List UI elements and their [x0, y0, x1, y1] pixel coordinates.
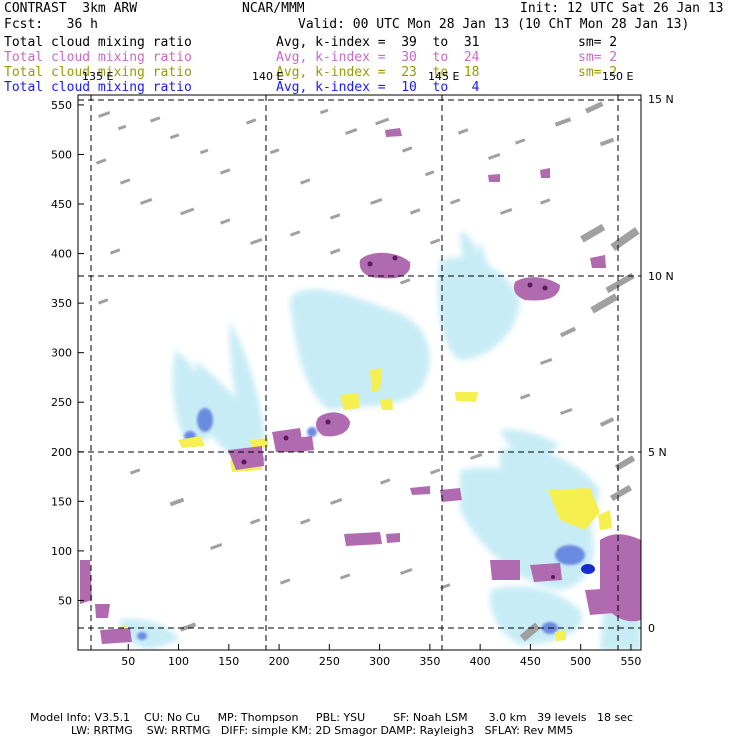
y-axis-ticks: 550 500 450 400 350 300 250 200 150 100 50: [51, 99, 84, 607]
x-tick-label: 500: [570, 655, 591, 668]
valid-time: Valid: 00 UTC Mon 28 Jan 13 (10 ChT Mon …: [298, 17, 690, 32]
lat-lon-grid: [78, 95, 641, 650]
purple-cloud-layer: [80, 128, 641, 644]
lon-label-135: 135 E: [82, 70, 113, 83]
dark-purple-spots: [241, 255, 555, 579]
y-tick-label: 300: [51, 347, 72, 360]
y-tick-label: 100: [51, 545, 72, 558]
x-tick-label: 100: [168, 655, 189, 668]
y-tick-label: 450: [51, 198, 72, 211]
init-time: Init: 12 UTC Sat 26 Jan 13: [520, 1, 724, 16]
model-info-line1: Model Info: V3.5.1 CU: No Cu MP: Thompso…: [30, 711, 634, 724]
field-avg-3: Avg, k-index = 23 to 18: [276, 65, 480, 80]
x-tick-label: 300: [369, 655, 390, 668]
lon-label-145: 145 E: [428, 70, 459, 83]
y-tick-label: 500: [51, 148, 72, 161]
field-avg-4: Avg, k-index = 10 to 4: [276, 80, 480, 95]
x-tick-label: 250: [319, 655, 340, 668]
field-label-1: Total cloud mixing ratio: [4, 35, 192, 50]
yellow-cloud-layer: [120, 368, 612, 641]
x-axis-ticks: 50 100 150 200 250 300 350 400 450 500 550: [121, 644, 641, 668]
lightblue-cloud-layer: [119, 230, 641, 650]
field-sm-3: sm= 2: [578, 65, 618, 80]
field-label-2: Total cloud mixing ratio: [4, 50, 192, 65]
y-tick-label: 550: [51, 99, 72, 112]
y-tick-label: 150: [51, 495, 72, 508]
lat-label-0: 0: [648, 622, 655, 635]
x-tick-label: 200: [269, 655, 290, 668]
x-tick-label: 350: [419, 655, 440, 668]
x-tick-label: 400: [470, 655, 491, 668]
y-tick-label: 250: [51, 396, 72, 409]
field-sm-1: sm= 2: [578, 35, 618, 50]
field-avg-2: Avg, k-index = 30 to 24: [276, 50, 480, 65]
org-label: NCAR/MMM: [242, 1, 305, 16]
field-label-4: Total cloud mixing ratio: [4, 80, 192, 95]
forecast-hour: Fcst: 36 h: [4, 17, 98, 32]
x-tick-label: 550: [620, 655, 641, 668]
lat-label-5n: 5 N: [648, 446, 667, 459]
y-tick-label: 400: [51, 248, 72, 261]
x-tick-label: 450: [520, 655, 541, 668]
gray-cloud-layer: [95, 101, 640, 642]
model-info-line2: LW: RRTMG SW: RRTMG DIFF: simple KM: 2D …: [71, 724, 574, 737]
lat-label-15n: 15 N: [648, 93, 674, 106]
lon-label-140: 140 E: [252, 70, 283, 83]
y-tick-label: 350: [51, 297, 72, 310]
model-title: CONTRAST 3km ARW: [4, 1, 138, 16]
lat-label-10n: 10 N: [648, 270, 674, 283]
field-label-3: Total cloud mixing ratio: [4, 65, 192, 80]
lon-label-150: 150 E: [602, 70, 633, 83]
field-avg-1: Avg, k-index = 39 to 31: [276, 35, 480, 50]
plot-frame: [77, 94, 642, 651]
y-tick-label: 50: [58, 594, 72, 607]
x-tick-label: 50: [121, 655, 135, 668]
field-sm-2: sm= 2: [578, 50, 618, 65]
x-tick-label: 150: [218, 655, 239, 668]
y-tick-label: 200: [51, 446, 72, 459]
